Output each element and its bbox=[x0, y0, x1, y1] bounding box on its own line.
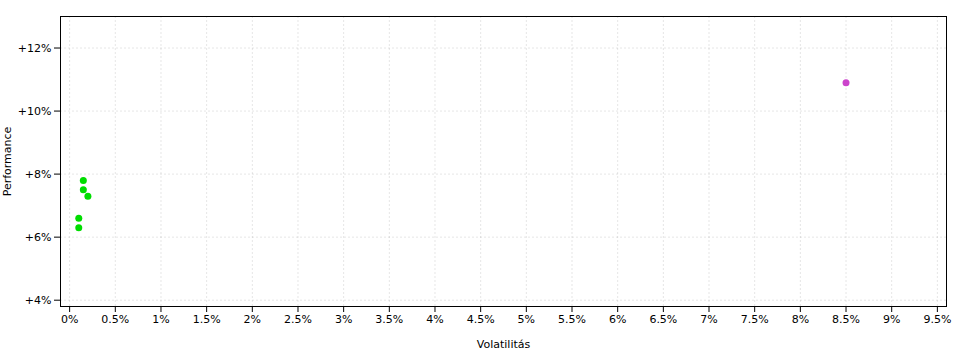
svg-text:1.5%: 1.5% bbox=[193, 313, 221, 326]
svg-text:+8%: +8% bbox=[25, 168, 52, 181]
svg-text:0%: 0% bbox=[61, 313, 78, 326]
svg-text:6%: 6% bbox=[609, 313, 626, 326]
svg-text:+4%: +4% bbox=[25, 294, 52, 307]
svg-text:9%: 9% bbox=[883, 313, 900, 326]
svg-text:Performance: Performance bbox=[1, 126, 14, 196]
svg-text:5.5%: 5.5% bbox=[558, 313, 586, 326]
svg-text:2.5%: 2.5% bbox=[284, 313, 312, 326]
svg-text:2%: 2% bbox=[244, 313, 261, 326]
svg-text:8%: 8% bbox=[792, 313, 809, 326]
svg-text:8.5%: 8.5% bbox=[832, 313, 860, 326]
svg-text:4.5%: 4.5% bbox=[467, 313, 495, 326]
svg-text:7.5%: 7.5% bbox=[741, 313, 769, 326]
svg-text:5%: 5% bbox=[518, 313, 535, 326]
svg-text:+6%: +6% bbox=[25, 231, 52, 244]
svg-text:9.5%: 9.5% bbox=[923, 313, 951, 326]
svg-text:+10%: +10% bbox=[18, 105, 52, 118]
svg-text:7%: 7% bbox=[700, 313, 717, 326]
svg-text:3%: 3% bbox=[335, 313, 352, 326]
svg-text:1%: 1% bbox=[152, 313, 169, 326]
svg-text:0.5%: 0.5% bbox=[101, 313, 129, 326]
svg-text:6.5%: 6.5% bbox=[649, 313, 677, 326]
svg-text:4%: 4% bbox=[426, 313, 443, 326]
svg-text:Volatilitás: Volatilitás bbox=[477, 338, 531, 350]
svg-text:+12%: +12% bbox=[18, 42, 52, 55]
svg-text:3.5%: 3.5% bbox=[375, 313, 403, 326]
